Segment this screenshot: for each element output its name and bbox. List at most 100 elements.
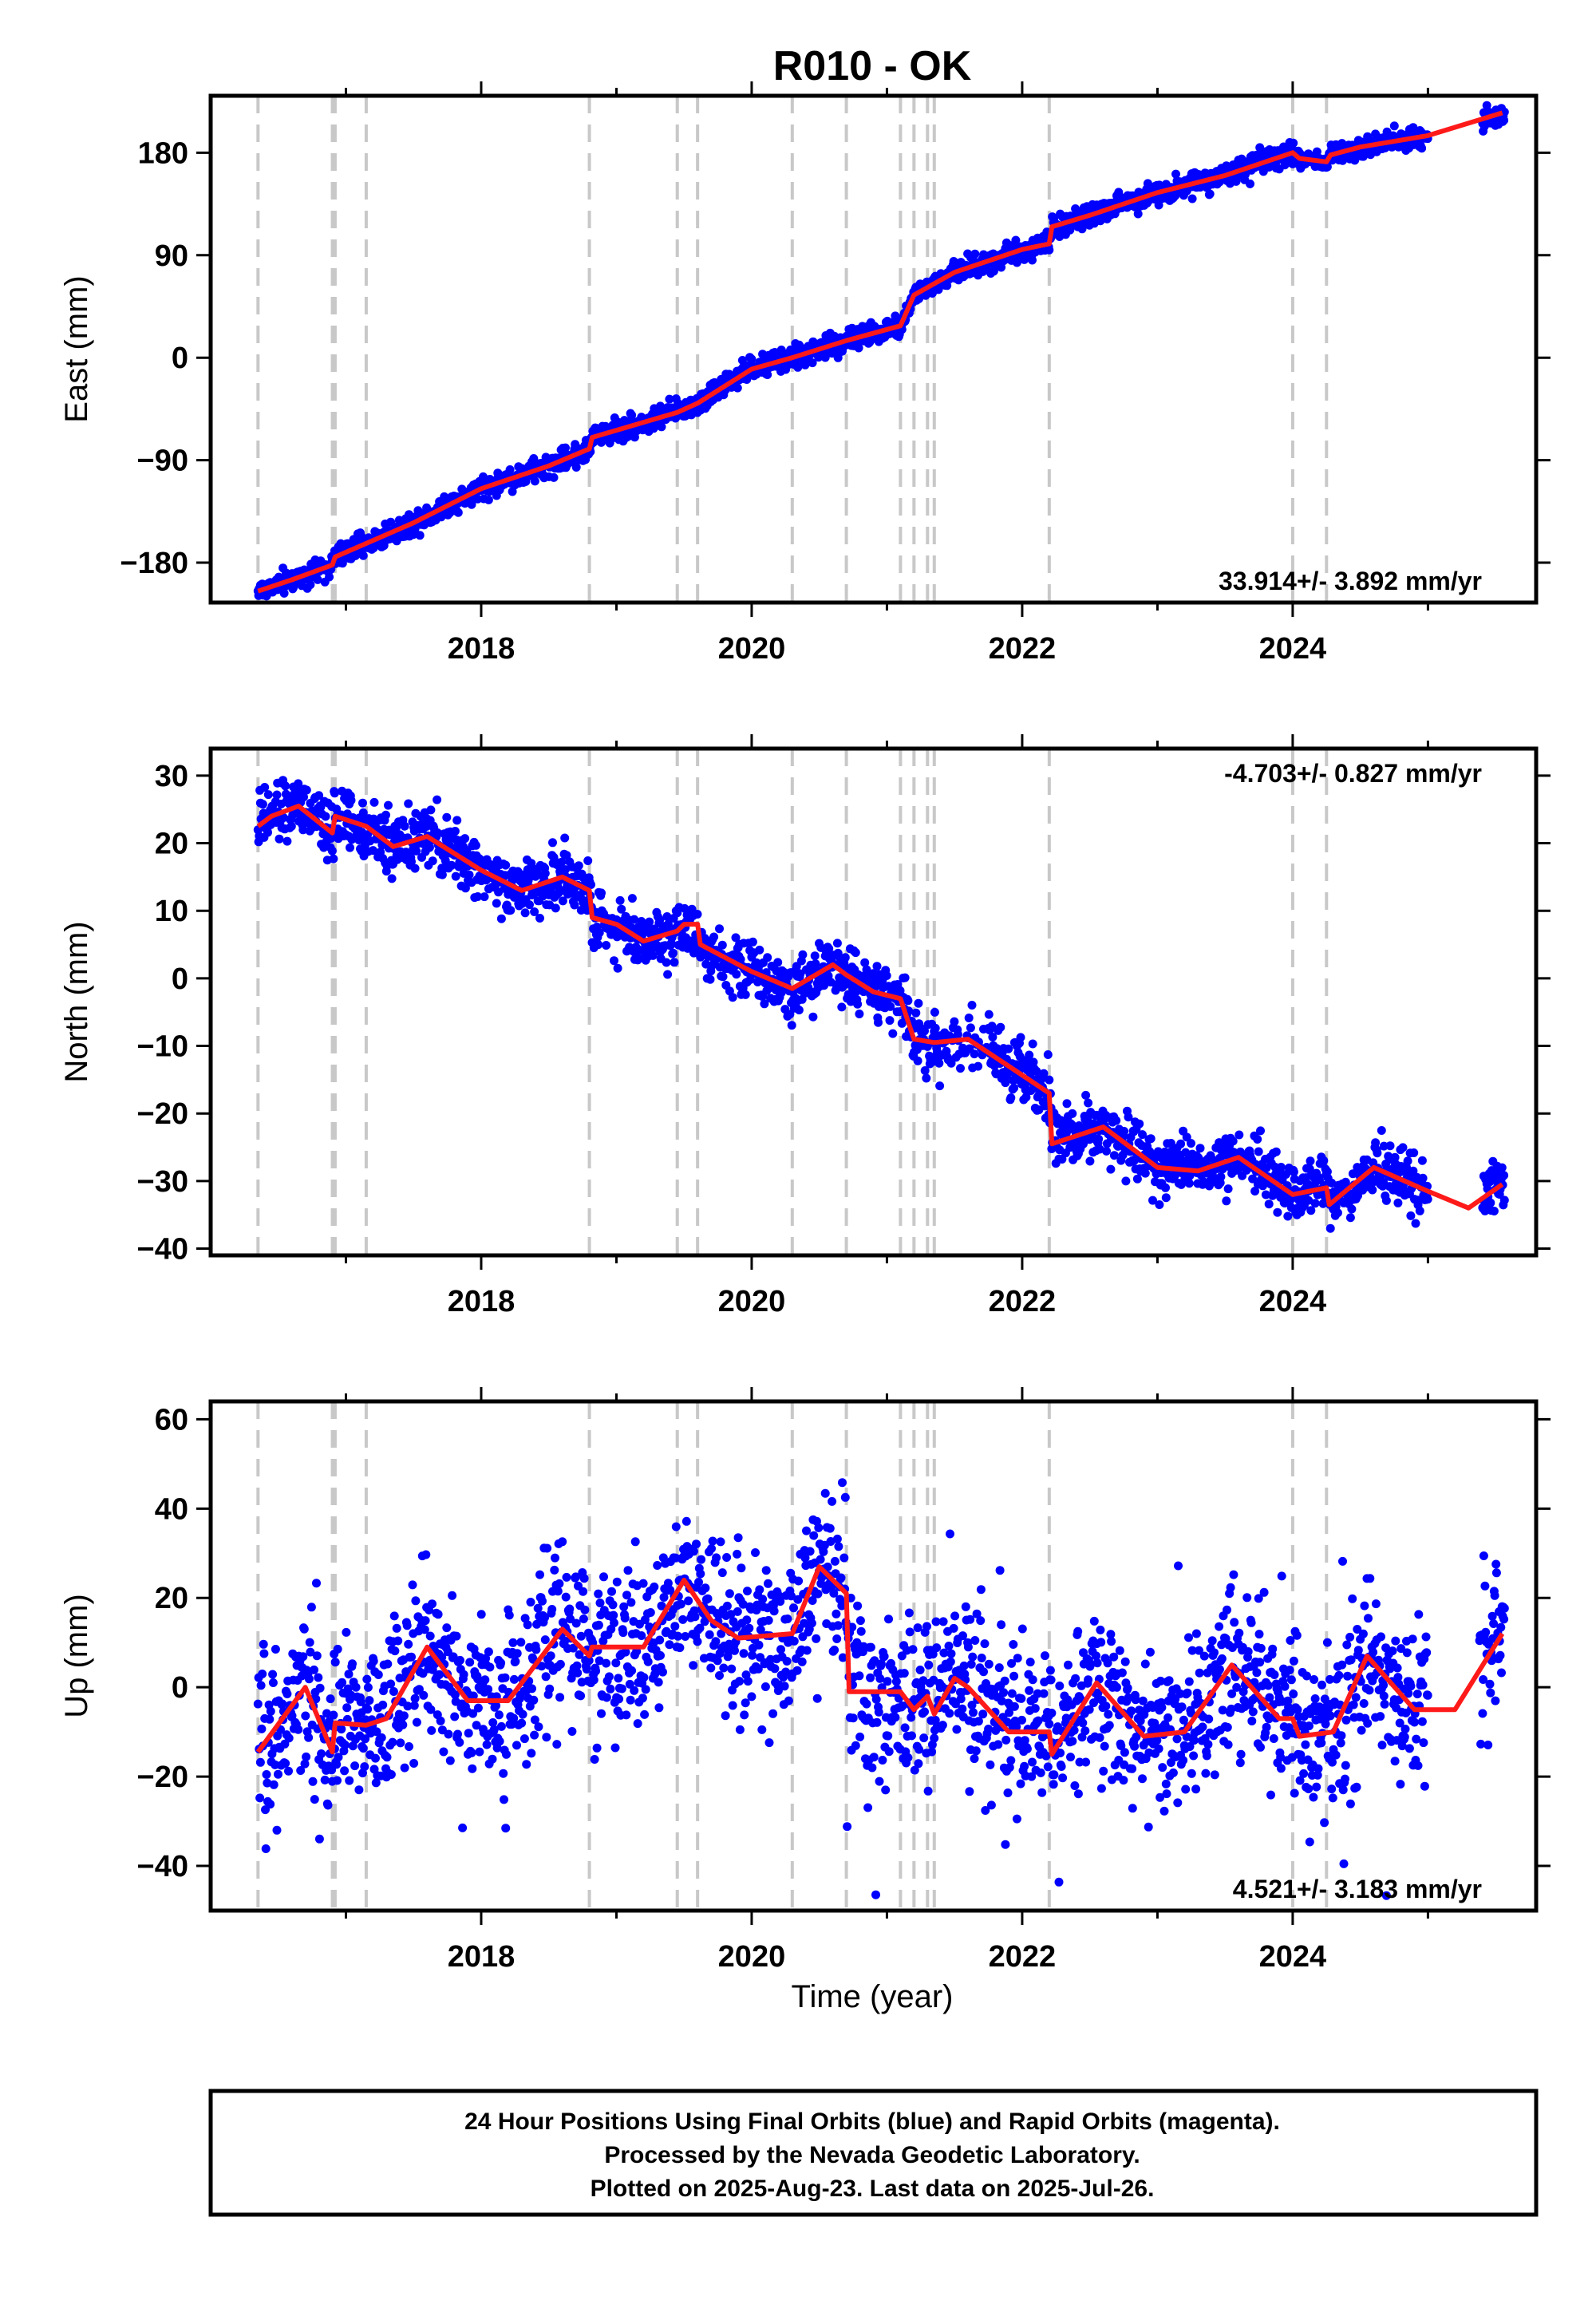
data-point <box>627 1666 637 1675</box>
data-point <box>1289 1168 1298 1176</box>
data-point <box>1176 1139 1186 1148</box>
data-point <box>727 1664 737 1674</box>
data-point <box>1223 1184 1233 1194</box>
data-point <box>1398 1143 1408 1152</box>
data-point <box>358 808 368 817</box>
data-point <box>1039 1069 1049 1078</box>
data-point <box>388 1737 397 1747</box>
data-point <box>712 1553 721 1563</box>
data-point <box>793 362 803 372</box>
data-point <box>602 1658 611 1668</box>
data-point <box>780 1682 789 1691</box>
data-point <box>314 791 324 800</box>
data-point <box>594 1589 603 1599</box>
data-point <box>476 1610 486 1619</box>
data-point <box>737 1563 746 1573</box>
data-point <box>508 1638 518 1647</box>
data-point <box>1081 1090 1091 1100</box>
data-point <box>825 1524 835 1533</box>
data-point <box>810 951 820 961</box>
data-point <box>553 1587 563 1596</box>
data-point <box>1009 1083 1019 1093</box>
data-point <box>914 998 923 1008</box>
data-point <box>787 1021 796 1030</box>
data-point <box>1406 1211 1416 1220</box>
data-point <box>509 1674 519 1684</box>
data-point <box>425 1631 435 1641</box>
data-point <box>541 1672 551 1682</box>
data-point <box>468 1764 477 1773</box>
data-point <box>1121 1176 1131 1186</box>
data-point <box>639 1673 649 1682</box>
data-point <box>436 1716 445 1725</box>
data-point <box>630 1537 640 1547</box>
data-point <box>481 1654 491 1663</box>
data-point <box>1187 194 1197 204</box>
data-point <box>531 1645 541 1654</box>
data-point <box>427 1725 437 1735</box>
data-point <box>707 1543 716 1553</box>
data-point <box>570 900 579 910</box>
data-point <box>1084 1098 1093 1108</box>
data-point <box>811 959 820 969</box>
data-point <box>567 1727 577 1736</box>
data-point <box>717 940 727 950</box>
y-tick-label: −20 <box>137 1097 188 1131</box>
data-point <box>726 1610 736 1619</box>
data-point <box>390 1646 400 1656</box>
data-point <box>855 1010 864 1018</box>
data-point <box>832 1634 842 1643</box>
data-point <box>464 870 474 879</box>
data-point <box>764 1738 774 1748</box>
data-point <box>1390 1152 1400 1162</box>
data-point <box>814 1523 824 1532</box>
data-point <box>287 1711 297 1721</box>
data-point <box>363 1705 373 1714</box>
x-tick-label: 2024 <box>1259 632 1327 666</box>
y-tick-label: −90 <box>137 445 188 478</box>
data-point <box>773 958 783 967</box>
data-point <box>499 1769 508 1778</box>
data-point <box>361 1734 370 1744</box>
data-point <box>450 1712 460 1721</box>
data-point <box>372 1727 381 1737</box>
y-tick-label: 0 <box>172 342 188 375</box>
data-point <box>966 1023 975 1033</box>
data-point <box>1393 1198 1403 1207</box>
data-point <box>404 1639 413 1649</box>
data-point <box>663 1579 673 1588</box>
data-point <box>756 1625 765 1634</box>
data-point <box>800 1618 808 1628</box>
data-point <box>555 1659 565 1669</box>
data-point <box>625 1679 634 1689</box>
data-point <box>450 1690 460 1700</box>
data-point <box>1145 1147 1155 1156</box>
data-point <box>330 1658 340 1667</box>
data-point <box>733 1533 743 1543</box>
data-point <box>663 919 673 929</box>
data-point <box>506 906 516 915</box>
data-point <box>268 1678 278 1687</box>
data-point <box>809 1531 819 1540</box>
data-point <box>675 1643 685 1653</box>
data-point <box>543 1543 552 1553</box>
x-tick-label: 2020 <box>718 632 786 666</box>
data-point <box>377 1733 386 1742</box>
data-point <box>754 1640 764 1650</box>
data-point <box>527 1749 536 1758</box>
plot-area <box>253 96 1509 603</box>
data-point <box>425 843 434 852</box>
data-point <box>1304 1196 1314 1205</box>
data-point <box>684 1596 693 1606</box>
data-point <box>820 981 829 990</box>
data-point <box>580 899 590 907</box>
data-point <box>1043 1050 1053 1059</box>
data-point <box>1032 1066 1041 1076</box>
data-point <box>987 1022 997 1031</box>
data-point <box>409 1701 419 1710</box>
data-point <box>764 1579 772 1588</box>
data-point <box>792 1666 802 1675</box>
data-point <box>1306 1206 1316 1215</box>
data-point <box>271 1645 280 1654</box>
data-point <box>640 1709 650 1719</box>
